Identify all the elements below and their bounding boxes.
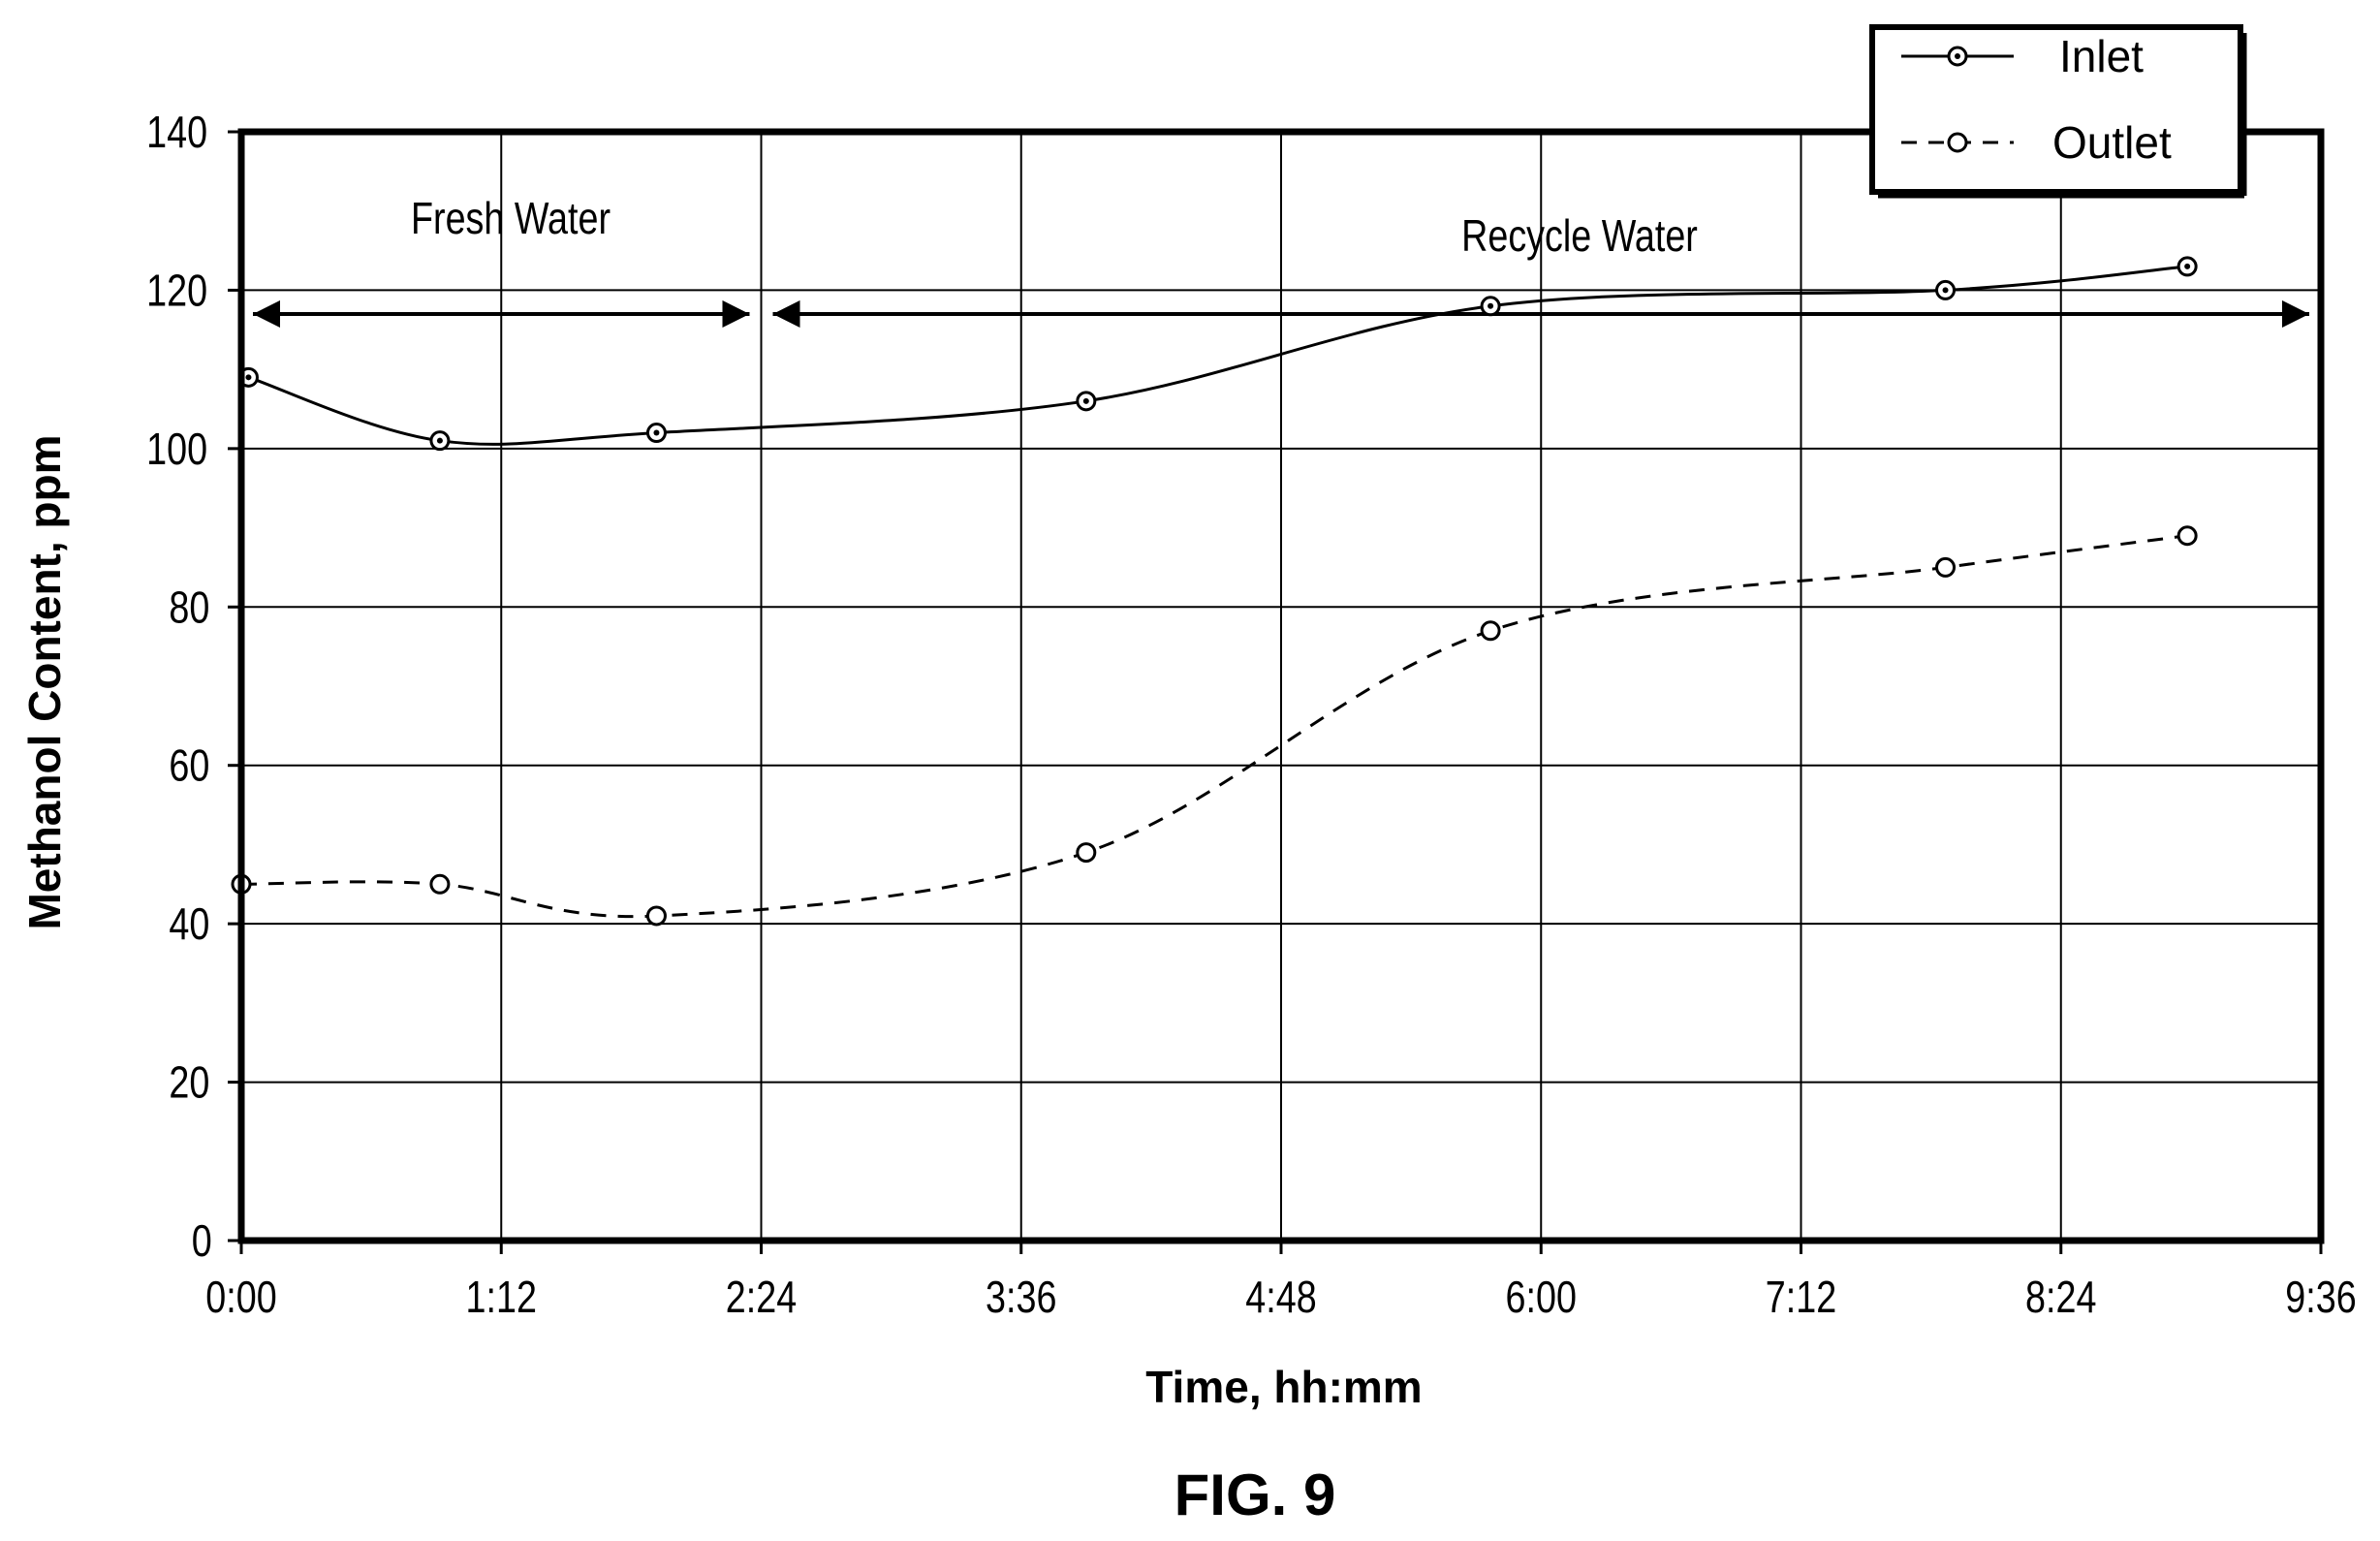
inlet-data-point-dot <box>1942 287 1949 294</box>
x-axis-title: Time, hh:mm <box>1145 1362 1422 1412</box>
x-tick-labels: 0:00 1:12 2:24 3:36 4:48 6:00 7:12 8:24 9:36 <box>205 1272 2356 1321</box>
y-tick-label: 60 <box>169 740 209 790</box>
inlet-data-point-dot <box>1082 397 1089 404</box>
inlet-data-point-dot <box>1488 302 1494 309</box>
outlet-data-point <box>2176 525 2198 547</box>
legend-outlet-marker <box>1947 132 1968 153</box>
x-tick-label: 0:00 <box>205 1272 276 1321</box>
legend-box <box>1869 24 2243 195</box>
legend: Inlet Outlet <box>1869 24 2247 199</box>
y-tick-labels: 0 20 40 60 80 100 120 140 <box>146 107 212 1265</box>
inlet-series-line <box>248 265 2188 446</box>
data-series <box>231 256 2198 927</box>
inlet-data-point-dot <box>653 429 660 436</box>
inlet-data-point-dot <box>436 437 443 444</box>
outlet-data-point <box>429 873 451 895</box>
y-tick-label: 140 <box>146 107 207 156</box>
y-tick-label: 80 <box>169 582 209 632</box>
outlet-series-line <box>240 534 2188 919</box>
x-tick-label: 9:36 <box>2285 1272 2356 1321</box>
y-tick-label: 40 <box>169 899 209 949</box>
y-tick-label: 20 <box>169 1057 209 1107</box>
x-tick-label: 7:12 <box>1766 1272 1836 1321</box>
legend-outlet-label: Outlet <box>2052 117 2172 168</box>
legend-inlet-label: Inlet <box>2059 31 2144 81</box>
inlet-data-point-dot <box>245 374 252 381</box>
outlet-data-point <box>645 905 667 927</box>
x-tick-label: 8:24 <box>2025 1272 2096 1321</box>
outlet-data-point <box>1480 620 1501 642</box>
figure-label: FIG. 9 <box>1174 1462 1336 1527</box>
x-tick-label: 3:36 <box>986 1272 1056 1321</box>
plot-frame <box>237 128 2325 1244</box>
x-tick-label: 6:00 <box>1506 1272 1577 1321</box>
outlet-data-point <box>1935 556 1957 578</box>
phase-annotations: Fresh Water Recycle Water <box>253 193 2309 328</box>
x-tick-label: 1:12 <box>466 1272 537 1321</box>
recycle-water-label: Recycle Water <box>1461 210 1698 260</box>
y-tick-label: 100 <box>146 424 207 473</box>
x-tick-label: 4:48 <box>1245 1272 1316 1321</box>
inlet-data-point-dot <box>2184 263 2191 269</box>
grid-lines <box>228 130 2323 1254</box>
y-tick-label: 0 <box>192 1215 212 1265</box>
y-tick-label: 120 <box>146 266 207 315</box>
y-axis-title: Methanol Content, ppm <box>19 434 70 929</box>
legend-inlet-marker-dot <box>1955 53 1960 59</box>
x-tick-label: 2:24 <box>726 1272 797 1321</box>
outlet-data-point <box>1076 842 1097 864</box>
fresh-water-label: Fresh Water <box>411 193 611 242</box>
